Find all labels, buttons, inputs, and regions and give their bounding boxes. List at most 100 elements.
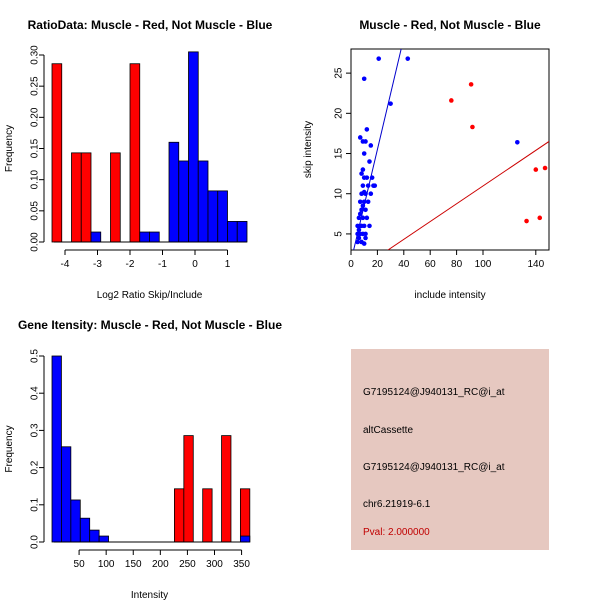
gene-hist-ytick-label: 0.4	[30, 386, 41, 400]
intensity-scatter-muscle-fit-line	[387, 141, 549, 250]
intensity-scatter-not-muscle-point	[372, 183, 378, 188]
probe-id-repeat-label: G7195124@J940131_RC@i_at	[363, 462, 505, 473]
gene-hist-xlabel: Intensity	[131, 590, 168, 600]
intensity-scatter-not-muscle-point	[360, 203, 366, 209]
intensity-scatter-muscle-point	[468, 82, 474, 87]
gene-hist-xtick-label: 100	[98, 559, 115, 570]
intensity-scatter-plot-area	[353, 49, 549, 250]
intensity-scatter-not-muscle-point	[364, 127, 370, 132]
gene-hist-title: Gene Itensity: Muscle - Red, Not Muscle …	[18, 318, 282, 332]
intensity-scatter-ytick-label: 20	[334, 107, 345, 119]
ratio-hist-ytick-label: 0.10	[30, 169, 41, 189]
ratio-hist-muscle-bar	[129, 63, 141, 243]
intensity-scatter-not-muscle-point	[355, 239, 360, 245]
ratio-hist-not-muscle-bar	[149, 231, 160, 243]
ratio-hist-ytick-label: 0.05	[30, 201, 41, 221]
ratio-hist-xlabel: Log2 Ratio Skip/Include	[97, 290, 203, 301]
gene-hist-not-muscle-bar	[51, 355, 62, 543]
intensity-scatter-not-muscle-point	[515, 139, 520, 145]
gene-hist-xtick-label: 150	[125, 559, 142, 570]
ratio-hist-not-muscle-bar	[90, 231, 102, 243]
intensity-scatter-plot-frame	[350, 48, 550, 251]
intensity-scatter-not-muscle-point	[360, 215, 366, 221]
intensity-scatter-xtick-label: 40	[398, 259, 410, 270]
intensity-scatter-not-muscle-point	[361, 76, 367, 82]
ratio-hist-xtick-label: 1	[225, 259, 231, 270]
pval-label: Pval: 2.000000	[363, 527, 430, 538]
gene-hist-xtick-label: 250	[179, 559, 196, 570]
intensity-scatter-not-muscle-point	[368, 143, 374, 148]
intensity-scatter-xtick-label: 80	[451, 259, 463, 270]
intensity-scatter-not-muscle-point	[356, 215, 362, 221]
gene-hist-not-muscle-bar	[70, 499, 81, 543]
gene-hist-muscle-bar	[183, 435, 194, 543]
ratio-hist-not-muscle-bar	[188, 51, 199, 243]
intensity-scatter-not-muscle-point	[361, 189, 367, 195]
intensity-scatter-not-muscle-point	[368, 191, 374, 197]
gene-hist-muscle-bar	[239, 488, 251, 543]
gene-hist-chart: Gene Itensity: Muscle - Red, Not Muscle …	[4, 318, 282, 600]
ratio-hist-not-muscle-bar	[207, 190, 219, 243]
intensity-scatter-not-muscle-point	[356, 235, 362, 241]
gene-hist-xtick-label: 200	[152, 559, 169, 570]
ratio-hist-title: RatioData: Muscle - Red, Not Muscle - Bl…	[28, 18, 273, 32]
intensity-scatter-not-muscle-point	[367, 159, 372, 164]
ratio-hist-not-muscle-bar	[217, 190, 228, 243]
intensity-scatter-ytick-label: 15	[334, 148, 345, 160]
intensity-scatter-not-muscle-point	[367, 223, 372, 229]
intensity-scatter-xtick-label: 100	[475, 259, 492, 270]
gene-hist-xtick-label: 350	[233, 559, 250, 570]
ratio-hist-xtick-label: -3	[93, 259, 102, 270]
intensity-scatter-muscle-point	[537, 215, 543, 221]
intensity-scatter-xtick-label: 20	[372, 259, 384, 270]
gene-hist-ylabel: Frequency	[4, 425, 15, 472]
ratio-hist-not-muscle-bar	[139, 231, 150, 243]
ratio-hist-not-muscle-bar	[236, 221, 248, 243]
intensity-scatter-not-muscle-point	[364, 215, 370, 221]
ratio-hist-muscle-bar	[110, 152, 121, 243]
intensity-scatter-not-muscle-fit-line	[353, 49, 402, 250]
ratio-hist-not-muscle-bar	[178, 160, 189, 243]
ratio-hist-not-muscle-bar	[227, 221, 238, 243]
ratio-hist-muscle-bar	[51, 63, 63, 243]
ratio-hist-ytick-label: 0.15	[30, 138, 41, 158]
intensity-scatter-not-muscle-point	[357, 211, 363, 217]
intensity-scatter-xtick-label: 140	[527, 259, 544, 270]
intensity-scatter-not-muscle-point	[363, 231, 368, 237]
intensity-scatter-muscle-point	[542, 165, 548, 171]
gene-hist-ytick-label: 0.5	[30, 349, 41, 363]
intensity-scatter-not-muscle-point	[376, 56, 382, 61]
ratio-hist-xtick-label: -1	[158, 259, 167, 270]
gene-hist-xtick-label: 50	[74, 559, 86, 570]
intensity-scatter-not-muscle-point	[360, 139, 366, 144]
intensity-scatter-not-muscle-point	[369, 175, 375, 180]
gene-info-panel: G7195124@J940131_RC@i_at altCassette G71…	[351, 349, 549, 550]
gene-hist-not-muscle-bar	[98, 535, 109, 543]
event-type-label: altCassette	[363, 425, 414, 436]
ratio-hist-xtick-label: -4	[61, 259, 70, 270]
ratio-hist-ytick-label: 0.20	[30, 107, 41, 127]
ratio-hist-chart: RatioData: Muscle - Red, Not Muscle - Bl…	[4, 18, 273, 301]
intensity-scatter-not-muscle-point	[361, 151, 367, 156]
ratio-hist-xtick-label: -2	[126, 259, 135, 270]
gene-hist-muscle-bar	[202, 488, 213, 543]
intensity-scatter-not-muscle-point	[361, 241, 367, 246]
intensity-scatter-xtick-label: 60	[425, 259, 437, 270]
intensity-scatter-not-muscle-point	[359, 171, 364, 176]
gene-hist-ytick-label: 0.0	[30, 535, 41, 549]
intensity-scatter-not-muscle-point	[361, 199, 367, 205]
intensity-scatter-xtick-label: 0	[348, 259, 354, 270]
ratio-hist-not-muscle-bar	[197, 160, 209, 243]
intensity-scatter-muscle-point	[449, 98, 454, 103]
intensity-scatter-ytick-label: 10	[334, 188, 345, 200]
intensity-scatter-chart: Muscle - Red, Not Muscle - Blue include i…	[303, 18, 550, 301]
ratio-hist-ytick-label: 0.25	[30, 76, 41, 96]
ratio-hist-muscle-bar	[80, 152, 92, 243]
ratio-hist-not-muscle-bar	[168, 141, 180, 243]
intensity-scatter-ytick-label: 25	[334, 67, 345, 79]
intensity-scatter-not-muscle-point	[363, 235, 368, 241]
ratio-hist-ylabel: Frequency	[4, 125, 15, 172]
gene-hist-ytick-label: 0.3	[30, 423, 41, 437]
gene-hist-not-muscle-bar	[239, 535, 251, 543]
